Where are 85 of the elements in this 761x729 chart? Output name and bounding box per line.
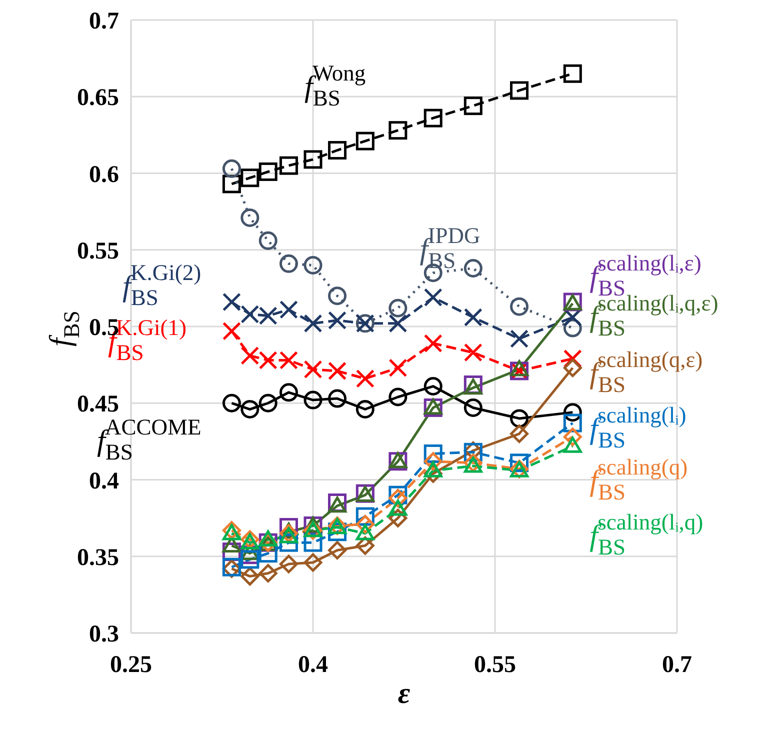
point xyxy=(510,81,529,100)
point xyxy=(388,358,408,378)
point xyxy=(424,452,442,471)
point xyxy=(424,108,442,128)
point xyxy=(304,553,322,572)
point xyxy=(424,461,442,478)
point xyxy=(464,308,482,327)
point xyxy=(510,409,529,428)
x-tick-label: 0.4 xyxy=(298,652,328,678)
point xyxy=(258,564,278,582)
point xyxy=(424,288,442,307)
point xyxy=(240,567,260,586)
x-axis-title: ε xyxy=(398,677,411,710)
point xyxy=(258,394,278,412)
point xyxy=(356,400,374,419)
point xyxy=(388,298,408,318)
point xyxy=(304,390,322,410)
point xyxy=(279,300,298,319)
y-tick-label: 0.35 xyxy=(77,544,119,571)
point xyxy=(328,496,347,513)
point xyxy=(328,141,347,160)
point xyxy=(356,514,374,534)
point xyxy=(328,540,347,560)
point xyxy=(222,159,241,178)
point xyxy=(424,334,442,353)
point xyxy=(356,524,374,540)
point xyxy=(304,256,322,274)
point xyxy=(279,383,298,402)
point xyxy=(240,400,260,419)
point xyxy=(388,500,408,516)
x-tick-label: 0.25 xyxy=(110,652,152,678)
y-tick-label: 0.4 xyxy=(89,468,119,494)
point xyxy=(563,64,582,83)
point xyxy=(304,314,322,333)
point xyxy=(240,550,260,569)
point xyxy=(328,311,347,330)
point xyxy=(222,292,241,312)
y-tick-label: 0.3 xyxy=(89,622,119,648)
point xyxy=(464,398,482,417)
point xyxy=(240,346,260,365)
point xyxy=(279,156,298,175)
point xyxy=(222,394,241,412)
point xyxy=(304,150,322,169)
point xyxy=(388,314,408,333)
point xyxy=(356,369,374,388)
point xyxy=(464,378,482,395)
point xyxy=(258,162,278,181)
point xyxy=(510,424,529,444)
y-tick-label: 0.45 xyxy=(77,392,119,418)
point xyxy=(328,362,347,380)
point xyxy=(279,554,298,574)
point xyxy=(563,436,582,453)
point xyxy=(464,259,482,278)
point xyxy=(464,96,482,116)
point xyxy=(240,168,260,188)
point xyxy=(510,360,529,376)
point xyxy=(510,330,529,348)
x-tick-label: 0.7 xyxy=(662,652,692,678)
point xyxy=(424,377,442,396)
y-tick-label: 0.55 xyxy=(77,238,119,264)
y-tick-label: 0.7 xyxy=(89,8,119,35)
point xyxy=(464,343,482,362)
point xyxy=(563,428,582,446)
point xyxy=(304,360,322,379)
point xyxy=(222,322,241,340)
point xyxy=(258,530,278,546)
point xyxy=(464,456,482,473)
y-tick-label: 0.6 xyxy=(89,162,119,188)
point xyxy=(258,350,278,370)
point xyxy=(279,350,298,370)
point xyxy=(222,524,241,540)
x-tick-label: 0.55 xyxy=(474,652,516,678)
point xyxy=(563,358,582,378)
point xyxy=(279,254,298,273)
point xyxy=(240,208,260,227)
point xyxy=(258,231,278,250)
point xyxy=(279,527,298,544)
point xyxy=(388,388,408,406)
point xyxy=(388,121,408,140)
point xyxy=(240,533,260,550)
point xyxy=(328,286,347,306)
point xyxy=(328,389,347,408)
y-tick-label: 0.65 xyxy=(77,85,119,112)
point xyxy=(510,297,529,316)
point xyxy=(356,132,374,150)
